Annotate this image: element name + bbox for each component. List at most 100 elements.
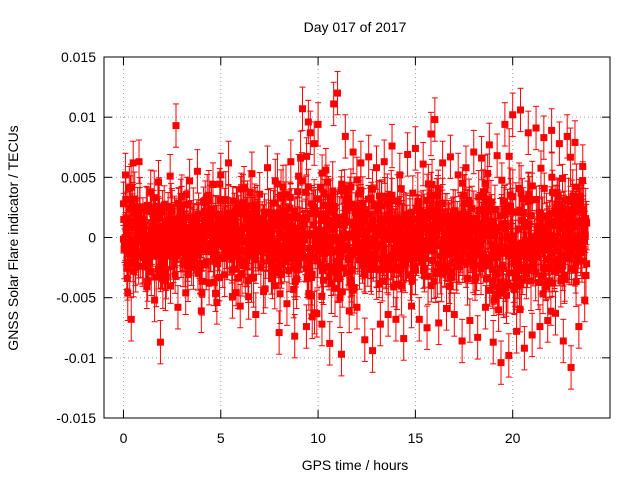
- data-point: [217, 152, 225, 198]
- data-point: [439, 140, 447, 186]
- y-tick-label: 0.005: [61, 169, 96, 185]
- data-point: [334, 70, 342, 116]
- data-point: [139, 197, 147, 242]
- data-point: [361, 317, 369, 362]
- y-axis-label: GNSS Solar Flare indicator / TECUs: [5, 125, 21, 350]
- data-point: [244, 258, 252, 303]
- data-point: [380, 139, 388, 184]
- data-point: [256, 172, 264, 217]
- data-point: [372, 145, 380, 190]
- data-point: [147, 169, 155, 214]
- data-point: [446, 134, 454, 180]
- x-tick-label: 10: [310, 430, 326, 446]
- data-point: [532, 105, 540, 151]
- data-point: [170, 229, 178, 275]
- data-point: [135, 139, 143, 184]
- data-point: [156, 320, 164, 365]
- data-point: [119, 181, 127, 226]
- data-point: [322, 147, 330, 193]
- y-tick-label: 0.015: [61, 49, 96, 65]
- data-point: [263, 145, 271, 190]
- data-point: [581, 277, 589, 323]
- data-point: [123, 256, 131, 301]
- data-point: [129, 140, 137, 186]
- data-point: [505, 333, 513, 378]
- data-point: [295, 153, 303, 199]
- data-point: [125, 166, 133, 211]
- x-tick-label: 15: [408, 430, 424, 446]
- data-point: [583, 200, 591, 246]
- data-point: [166, 153, 174, 199]
- data-point: [182, 270, 190, 316]
- data-point: [400, 316, 408, 361]
- data-point: [567, 345, 575, 390]
- data-point: [310, 121, 318, 166]
- data-point: [509, 92, 517, 137]
- data-point: [489, 320, 497, 365]
- data-point: [236, 283, 244, 329]
- data-point: [524, 110, 532, 155]
- data-point: [555, 121, 563, 166]
- data-point: [450, 292, 458, 337]
- y-tick-label: -0.015: [56, 410, 96, 426]
- data-point: [407, 283, 415, 329]
- data-point: [283, 281, 291, 326]
- data-point: [240, 166, 248, 211]
- data-point: [478, 135, 486, 181]
- data-point: [411, 126, 419, 171]
- data-point: [267, 250, 275, 295]
- data-point: [583, 249, 591, 279]
- data-point: [536, 304, 544, 349]
- data-point: [205, 261, 213, 306]
- data-point: [575, 304, 583, 349]
- data-point: [571, 120, 579, 165]
- data-point: [513, 309, 521, 354]
- data-point: [404, 132, 412, 177]
- data-point: [357, 140, 365, 186]
- x-tick-label: 20: [505, 430, 521, 446]
- x-axis-label: GPS time / hours: [302, 457, 409, 473]
- data-point: [548, 108, 556, 153]
- data-point: [131, 241, 139, 287]
- data-point: [143, 264, 151, 309]
- data-point: [544, 298, 552, 343]
- data-point: [178, 174, 186, 219]
- chart-title: Day 017 of 2017: [304, 19, 407, 35]
- data-point: [505, 128, 513, 185]
- x-tick-labels: 0 5 10 15 20: [120, 430, 521, 446]
- data-point: [279, 164, 287, 210]
- data-point: [225, 140, 233, 186]
- data-point: [313, 289, 321, 338]
- data-point: [330, 81, 338, 127]
- data-point: [260, 269, 268, 314]
- data-point: [431, 97, 439, 142]
- data-point: [190, 245, 198, 290]
- data-point: [516, 87, 524, 133]
- data-point: [528, 312, 536, 358]
- data-point: [158, 190, 166, 235]
- data-point: [318, 301, 326, 347]
- data-point: [291, 314, 299, 359]
- data-point: [306, 110, 314, 155]
- data-point: [154, 159, 162, 205]
- data-point: [193, 149, 201, 194]
- data-point: [493, 133, 501, 178]
- x-tick-label: 0: [120, 430, 128, 446]
- data-point: [308, 294, 316, 340]
- data-point: [209, 162, 217, 207]
- data-point: [287, 139, 295, 184]
- data-point: [466, 298, 474, 343]
- data-point: [275, 310, 283, 355]
- axis-ticks: [104, 56, 610, 419]
- data-point: [369, 328, 377, 373]
- data-point: [271, 158, 279, 204]
- data-point: [423, 305, 431, 350]
- data-point: [579, 144, 587, 189]
- data-point: [415, 297, 423, 342]
- data-point: [540, 115, 548, 160]
- data-point: [337, 332, 345, 377]
- data-point: [462, 145, 470, 190]
- data-point: [384, 292, 392, 337]
- data-point: [345, 288, 353, 334]
